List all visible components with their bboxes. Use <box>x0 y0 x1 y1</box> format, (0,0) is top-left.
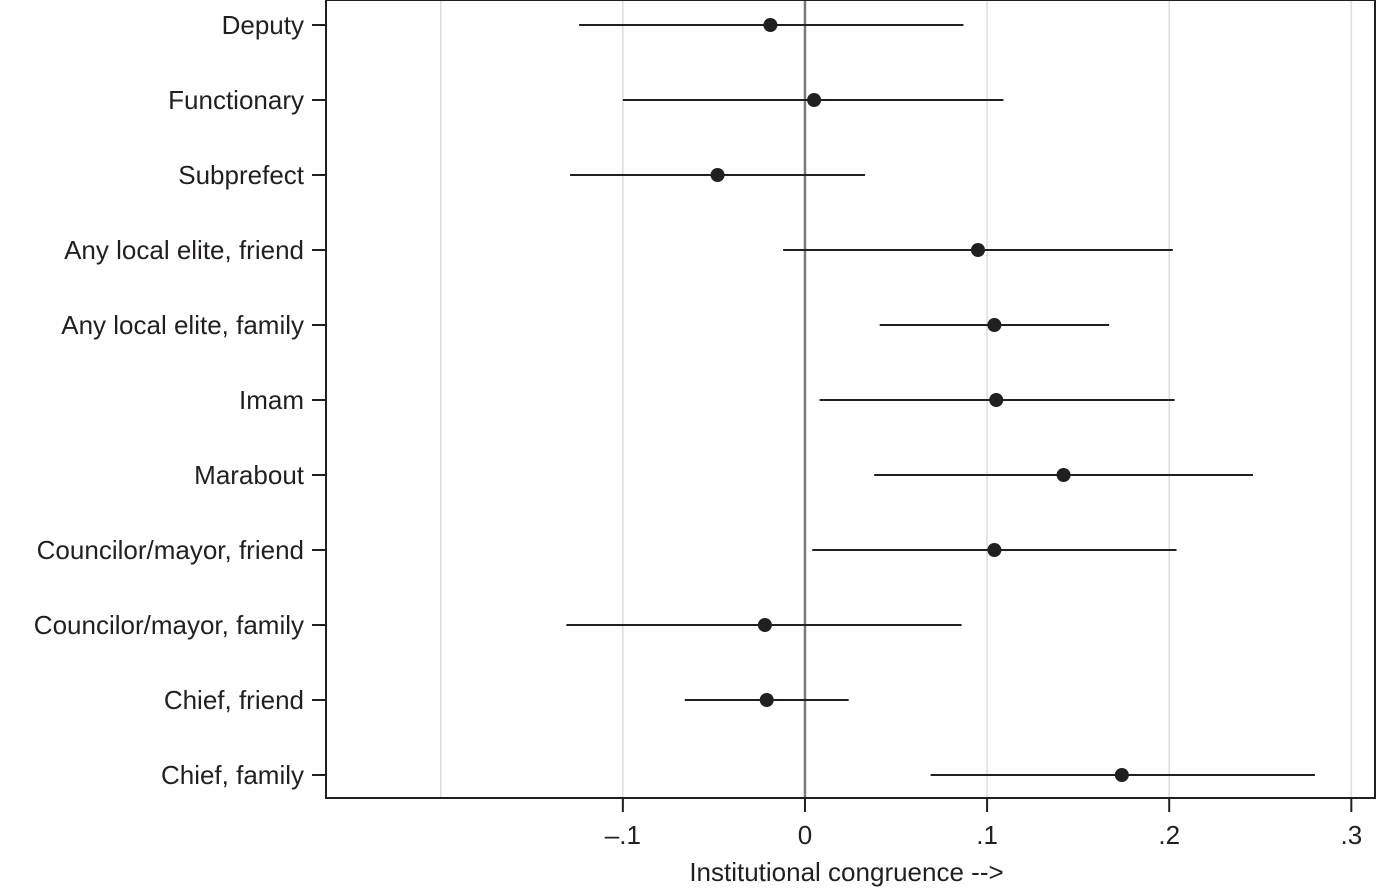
x-tick-label: .1 <box>976 820 998 850</box>
point-estimate <box>1056 468 1071 482</box>
point-estimate <box>970 243 985 257</box>
category-label: Councilor/mayor, family <box>34 610 304 640</box>
category-label: Marabout <box>194 460 305 490</box>
y-axis-labels: Deputy Functionary Subprefect Any local eli… <box>34 10 305 790</box>
point-estimate <box>757 618 772 632</box>
category-label: Any local elite, family <box>61 310 304 340</box>
category-label: Imam <box>239 385 304 415</box>
category-label: Any local elite, friend <box>64 235 304 265</box>
confidence-intervals <box>566 24 1315 776</box>
point-estimates <box>710 18 1129 782</box>
x-tick-label: –.1 <box>605 820 641 850</box>
y-axis-ticks <box>312 24 326 776</box>
category-label: Deputy <box>222 10 304 40</box>
x-tick-label: 0 <box>798 820 812 850</box>
point-estimate <box>763 18 778 32</box>
category-label: Subprefect <box>178 160 305 190</box>
point-estimate <box>989 393 1004 407</box>
point-estimate <box>710 168 725 182</box>
point-estimate <box>1114 768 1129 782</box>
category-label: Chief, friend <box>164 685 304 715</box>
category-label: Councilor/mayor, friend <box>37 535 304 565</box>
category-label: Functionary <box>168 85 304 115</box>
point-estimate <box>759 693 774 707</box>
point-estimate <box>987 318 1002 332</box>
category-label: Chief, family <box>161 760 304 790</box>
x-axis-ticks <box>621 798 1353 812</box>
point-estimate <box>987 543 1002 557</box>
x-tick-label: .2 <box>1158 820 1180 850</box>
x-tick-label: .3 <box>1340 820 1362 850</box>
point-estimate <box>807 93 822 107</box>
x-axis-labels: –.1 0 .1 .2 .3 <box>605 820 1362 850</box>
x-axis-title: Institutional congruence --> <box>689 857 1003 887</box>
